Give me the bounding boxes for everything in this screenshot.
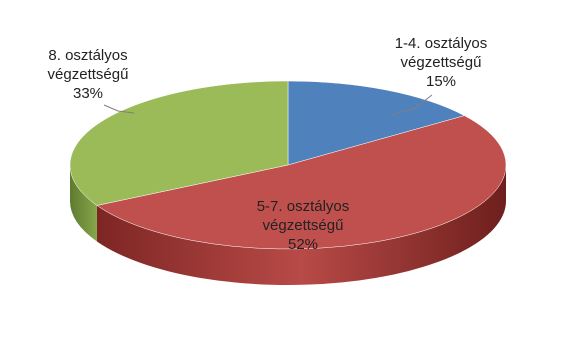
data-label-1-4-line-2: végzettségű xyxy=(401,54,482,71)
leader-lines xyxy=(103,94,433,116)
data-label-5-7-line-2: végzettségű xyxy=(263,217,344,234)
data-label-5-7-line-1: 5-7. osztályos xyxy=(257,198,350,215)
data-label-8: 8. osztályos végzettségű 33% xyxy=(48,47,129,102)
leader-line-1-4 xyxy=(391,94,433,116)
data-label-5-7: 5-7. osztályos végzettségű 52% xyxy=(257,198,350,253)
pie-side-5-7 xyxy=(96,165,506,285)
pie-slice-1-4[interactable] xyxy=(287,80,466,166)
data-label-5-7-line-3: 52% xyxy=(288,236,318,253)
data-label-8-line-2: végzettségű xyxy=(48,66,129,83)
data-label-1-4: 1-4. osztályos végzettségű 15% xyxy=(395,35,488,90)
data-label-8-line-3: 33% xyxy=(73,85,103,102)
pie-sides xyxy=(70,165,506,285)
data-label-8-line-1: 8. osztályos xyxy=(48,47,127,64)
data-label-1-4-line-3: 15% xyxy=(426,73,456,90)
leader-line-8 xyxy=(103,104,135,114)
data-labels: 1-4. osztályos végzettségű 15% 5-7. osztály… xyxy=(48,35,488,253)
data-label-1-4-line-1: 1-4. osztályos xyxy=(395,35,488,52)
pie-slice-5-7[interactable] xyxy=(96,115,507,250)
pie-side-8 xyxy=(70,165,97,242)
